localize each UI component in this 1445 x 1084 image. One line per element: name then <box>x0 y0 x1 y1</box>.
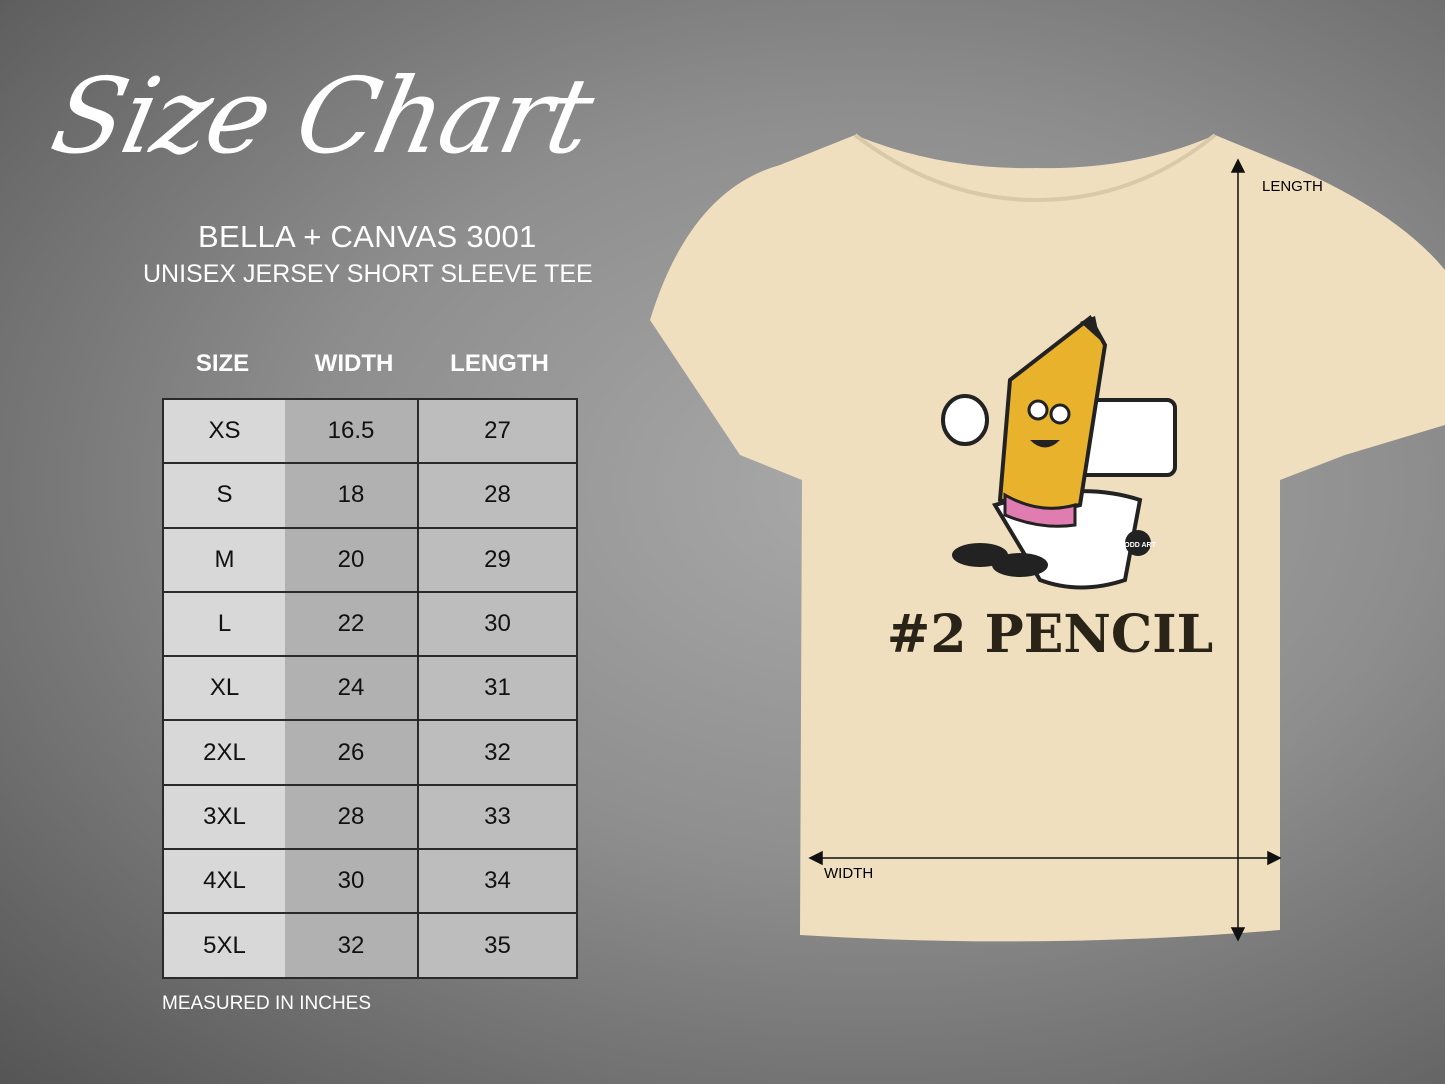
header-size: SIZE <box>195 350 250 377</box>
table-row: 5XL 32 35 <box>162 912 578 979</box>
units-note: MEASURED IN INCHES <box>162 993 372 1014</box>
length-cell: 31 <box>417 655 578 722</box>
size-cell: L <box>162 590 285 658</box>
brand-model: BELLA + CANVAS 3001 <box>198 219 537 254</box>
width-cell: 24 <box>285 655 419 722</box>
table-row: 4XL 30 34 <box>162 848 578 915</box>
pencil-character-graphic <box>941 314 1177 590</box>
size-cell: 2XL <box>162 719 285 786</box>
logo-todd-art: TODD ART <box>1120 542 1157 549</box>
table-row: M 20 29 <box>162 526 578 593</box>
width-cell: 18 <box>285 462 419 529</box>
size-cell: S <box>162 462 285 529</box>
length-cell: 33 <box>417 783 578 851</box>
width-cell: 28 <box>285 783 419 851</box>
length-cell: 30 <box>417 590 578 658</box>
width-cell: 26 <box>285 719 419 786</box>
length-label: LENGTH <box>1262 178 1323 195</box>
size-cell: 3XL <box>162 783 285 851</box>
header-length: LENGTH <box>450 350 549 377</box>
length-cell: 32 <box>417 719 578 786</box>
length-cell: 27 <box>417 397 578 465</box>
width-label: WIDTH <box>824 865 873 882</box>
table-row: 3XL 28 33 <box>162 783 578 851</box>
size-cell: 5XL <box>162 912 285 979</box>
size-cell: XL <box>162 655 285 722</box>
graphic-text: #2 PENCIL <box>887 604 1213 665</box>
width-cell: 20 <box>285 526 419 593</box>
table-row: L 22 30 <box>162 590 578 658</box>
size-cell: XS <box>162 397 285 465</box>
width-cell: 16.5 <box>285 397 419 465</box>
length-cell: 28 <box>417 462 578 529</box>
size-cell: M <box>162 526 285 593</box>
size-cell: 4XL <box>162 848 285 915</box>
table-row: S 18 28 <box>162 462 578 529</box>
table-row: XS 16.5 27 <box>162 397 578 465</box>
table-row: 2XL 26 32 <box>162 719 578 786</box>
width-cell: 32 <box>285 912 419 979</box>
header-width: WIDTH <box>314 350 394 377</box>
length-cell: 34 <box>417 848 578 915</box>
width-cell: 30 <box>285 848 419 915</box>
width-cell: 22 <box>285 590 419 658</box>
length-cell: 29 <box>417 526 578 593</box>
length-cell: 35 <box>417 912 578 979</box>
product-subtitle: UNISEX JERSEY SHORT SLEEVE TEE <box>143 260 593 288</box>
size-table: XS 16.5 27 S 18 28 M 20 29 L 22 30 XL 24 31 2XL 26 32 3XL 2… <box>162 397 578 979</box>
table-row: XL 24 31 <box>162 655 578 722</box>
